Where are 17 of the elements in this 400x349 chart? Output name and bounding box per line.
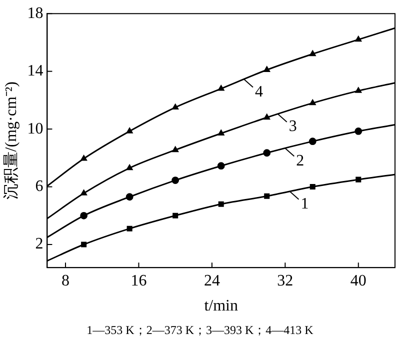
annotation: 1 (300, 196, 309, 213)
y-tick-label: 10 (27, 120, 44, 138)
x-tick-label: 8 (62, 272, 70, 290)
y-tick-label: 2 (35, 236, 44, 253)
x-tick-label: 32 (277, 272, 294, 290)
y-axis-title: 沉积量/(mg·cm⁻²) (2, 81, 20, 200)
x-axis-title: t/min (204, 298, 238, 315)
annotation: 4 (254, 83, 263, 100)
y-tick-label: 6 (35, 178, 44, 195)
annotation: 2 (296, 152, 304, 170)
x-tick-label: 16 (130, 272, 147, 290)
x-tick-label: 24 (204, 272, 220, 290)
y-tick-label: 18 (27, 4, 44, 22)
annotation: 3 (288, 118, 297, 136)
text: 1—353 K；2—373 K；3—393 K；4—413 K (86, 322, 314, 339)
y-tick-label: 14 (27, 62, 44, 80)
x-tick-label: 40 (350, 272, 366, 290)
